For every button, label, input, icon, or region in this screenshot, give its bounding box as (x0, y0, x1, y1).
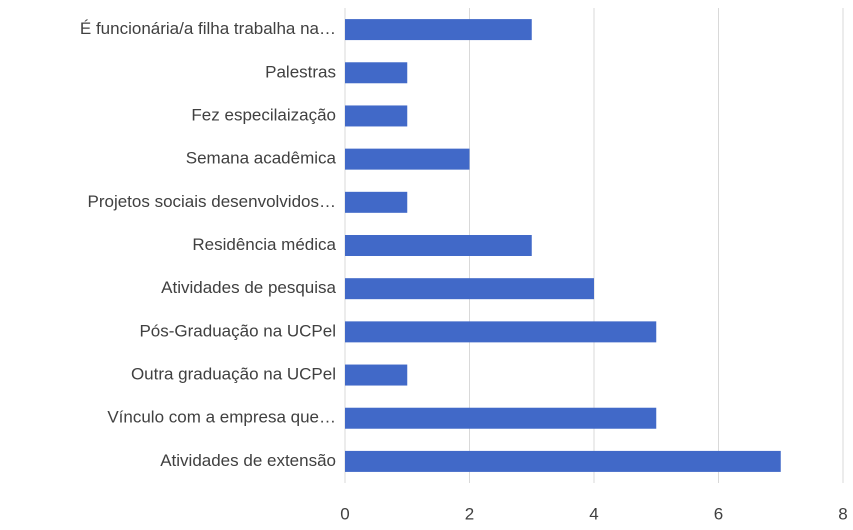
x-tick-label: 4 (589, 504, 598, 523)
x-tick-label: 2 (465, 504, 474, 523)
bar (345, 407, 657, 429)
bar (345, 450, 781, 472)
y-tick-label: Residência médica (192, 235, 336, 254)
bar (345, 321, 657, 343)
x-tick-label: 0 (340, 504, 349, 523)
bar (345, 364, 408, 386)
bar (345, 105, 408, 127)
y-tick-label: Outra graduação na UCPel (131, 365, 336, 384)
y-tick-label: Fez especilaização (191, 105, 336, 124)
bar (345, 19, 532, 41)
bar (345, 235, 532, 256)
bar (345, 278, 594, 300)
y-tick-label: Palestras (265, 62, 336, 81)
bar (345, 191, 408, 213)
y-tick-label: Projetos sociais desenvolvidos… (87, 192, 336, 211)
y-tick-label: Semana acadêmica (186, 149, 337, 168)
y-tick-label: Pós-Graduação na UCPel (139, 321, 336, 340)
y-tick-label: É funcionária/a filha trabalha na… (80, 19, 336, 38)
x-tick-label: 6 (714, 504, 723, 523)
y-tick-label: Vínculo com a empresa que… (107, 408, 336, 427)
bar (345, 62, 408, 84)
x-tick-label: 8 (838, 504, 847, 523)
y-tick-label: Atividades de extensão (160, 451, 336, 470)
bar (345, 148, 470, 170)
y-tick-label: Atividades de pesquisa (161, 278, 336, 297)
